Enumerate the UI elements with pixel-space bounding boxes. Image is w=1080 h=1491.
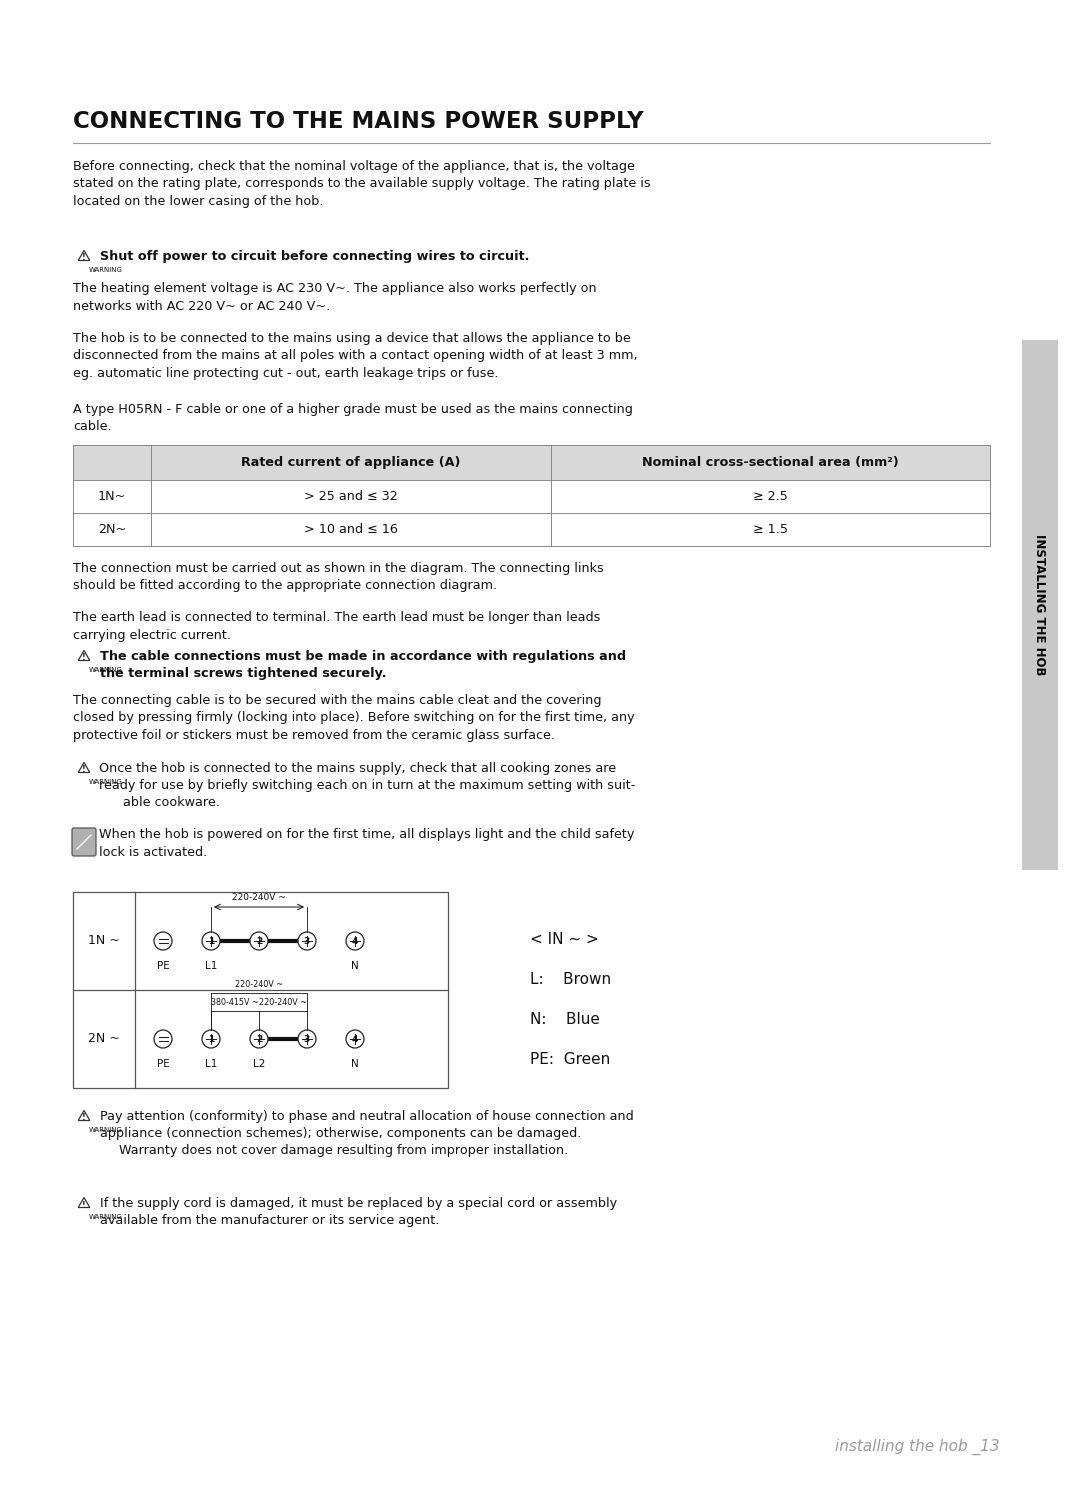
- Text: When the hob is powered on for the first time, all displays light and the child : When the hob is powered on for the first…: [99, 828, 634, 859]
- Bar: [73, 513, 990, 546]
- Text: If the supply cord is damaged, it must be replaced by a special cord or assembly: If the supply cord is damaged, it must b…: [100, 1197, 617, 1211]
- Circle shape: [202, 932, 220, 950]
- Text: 2N ~: 2N ~: [89, 1032, 120, 1045]
- Text: Before connecting, check that the nominal voltage of the appliance, that is, the: Before connecting, check that the nomina…: [73, 160, 650, 209]
- Text: !: !: [82, 765, 86, 774]
- FancyBboxPatch shape: [72, 828, 96, 856]
- Text: !: !: [82, 1114, 86, 1123]
- Text: 4: 4: [352, 936, 359, 945]
- Text: installing the hob _13: installing the hob _13: [835, 1439, 1000, 1455]
- Text: WARNING: WARNING: [89, 1127, 123, 1133]
- Text: !: !: [82, 253, 86, 262]
- Text: ready for use by briefly switching each on in turn at the maximum setting with s: ready for use by briefly switching each …: [99, 778, 635, 792]
- Text: 4: 4: [352, 1035, 359, 1044]
- Text: N: N: [351, 1059, 359, 1069]
- Bar: [73, 480, 990, 513]
- Text: N: N: [351, 962, 359, 971]
- Text: L2: L2: [253, 1059, 266, 1069]
- Text: CONNECTING TO THE MAINS POWER SUPPLY: CONNECTING TO THE MAINS POWER SUPPLY: [73, 110, 644, 133]
- Text: WARNING: WARNING: [89, 1214, 123, 1220]
- Text: 380-415V ~: 380-415V ~: [211, 997, 259, 1006]
- Text: 220-240V ~: 220-240V ~: [259, 997, 307, 1006]
- Bar: [1022, 340, 1058, 871]
- Text: Pay attention (conformity) to phase and neutral allocation of house connection a: Pay attention (conformity) to phase and …: [100, 1109, 634, 1123]
- Text: L1: L1: [205, 962, 217, 971]
- Text: L1: L1: [205, 1059, 217, 1069]
- Text: 220-240V ~: 220-240V ~: [235, 980, 283, 989]
- Text: Rated current of appliance (A): Rated current of appliance (A): [241, 456, 461, 470]
- Circle shape: [154, 1030, 172, 1048]
- Text: 1: 1: [207, 936, 214, 945]
- Text: 3: 3: [303, 936, 310, 945]
- Circle shape: [154, 932, 172, 950]
- Text: The earth lead is connected to terminal. The earth lead must be longer than lead: The earth lead is connected to terminal.…: [73, 611, 600, 641]
- Text: Shut off power to circuit before connecting wires to circuit.: Shut off power to circuit before connect…: [100, 250, 529, 262]
- Text: PE: PE: [157, 1059, 170, 1069]
- Text: Once the hob is connected to the mains supply, check that all cooking zones are: Once the hob is connected to the mains s…: [99, 762, 616, 775]
- Text: ≥ 1.5: ≥ 1.5: [753, 523, 788, 535]
- Text: > 10 and ≤ 16: > 10 and ≤ 16: [305, 523, 397, 535]
- Text: 220-240V ~: 220-240V ~: [232, 893, 286, 902]
- Circle shape: [249, 932, 268, 950]
- Text: WARNING: WARNING: [89, 666, 123, 672]
- Text: the terminal screws tightened securely.: the terminal screws tightened securely.: [100, 666, 387, 680]
- Text: 2: 2: [256, 1035, 262, 1044]
- Text: < IN ~ >: < IN ~ >: [530, 932, 598, 947]
- Circle shape: [298, 1030, 316, 1048]
- Text: Nominal cross-sectional area (mm²): Nominal cross-sectional area (mm²): [643, 456, 899, 470]
- Text: L:    Brown: L: Brown: [530, 972, 611, 987]
- Text: INSTALLING THE HOB: INSTALLING THE HOB: [1034, 534, 1047, 675]
- Text: 2N~: 2N~: [98, 523, 126, 535]
- Bar: [73, 892, 448, 1088]
- Text: ≥ 2.5: ≥ 2.5: [753, 491, 788, 502]
- Text: The hob is to be connected to the mains using a device that allows the appliance: The hob is to be connected to the mains …: [73, 332, 637, 380]
- Text: available from the manufacturer or its service agent.: available from the manufacturer or its s…: [100, 1214, 440, 1227]
- Circle shape: [346, 932, 364, 950]
- Text: WARNING: WARNING: [89, 778, 123, 784]
- Text: The connection must be carried out as shown in the diagram. The connecting links: The connection must be carried out as sh…: [73, 562, 604, 592]
- Circle shape: [202, 1030, 220, 1048]
- Text: 1: 1: [207, 1035, 214, 1044]
- Text: Warranty does not cover damage resulting from improper installation.: Warranty does not cover damage resulting…: [119, 1144, 568, 1157]
- Circle shape: [249, 1030, 268, 1048]
- Bar: [73, 444, 990, 480]
- Text: !: !: [82, 653, 86, 662]
- Bar: [73, 444, 990, 546]
- Text: > 25 and ≤ 32: > 25 and ≤ 32: [305, 491, 397, 502]
- Text: PE:  Green: PE: Green: [530, 1053, 610, 1068]
- Text: able cookware.: able cookware.: [123, 796, 220, 810]
- Text: N:    Blue: N: Blue: [530, 1012, 599, 1027]
- Text: The cable connections must be made in accordance with regulations and: The cable connections must be made in ac…: [100, 650, 626, 663]
- Text: A type H05RN - F cable or one of a higher grade must be used as the mains connec: A type H05RN - F cable or one of a highe…: [73, 403, 633, 434]
- Text: WARNING: WARNING: [89, 267, 123, 273]
- Text: The connecting cable is to be secured with the mains cable cleat and the coverin: The connecting cable is to be secured wi…: [73, 693, 635, 743]
- Text: !: !: [82, 1200, 86, 1209]
- Text: 1N ~: 1N ~: [89, 935, 120, 947]
- Text: The heating element voltage is AC 230 V~. The appliance also works perfectly on
: The heating element voltage is AC 230 V~…: [73, 282, 596, 313]
- Text: 2: 2: [256, 936, 262, 945]
- Text: PE: PE: [157, 962, 170, 971]
- Text: appliance (connection schemes); otherwise, components can be damaged.: appliance (connection schemes); otherwis…: [100, 1127, 581, 1141]
- Text: 1N~: 1N~: [98, 491, 126, 502]
- Circle shape: [298, 932, 316, 950]
- Circle shape: [346, 1030, 364, 1048]
- Text: 3: 3: [303, 1035, 310, 1044]
